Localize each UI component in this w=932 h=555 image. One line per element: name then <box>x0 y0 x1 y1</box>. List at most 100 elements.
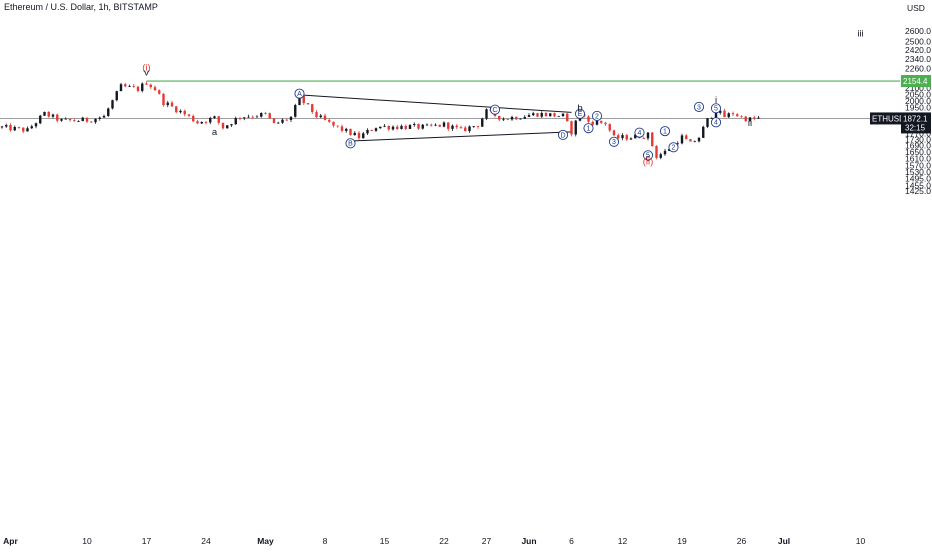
price-tick-label: 1495.0 <box>905 173 931 183</box>
candle-body <box>459 127 463 128</box>
wave-circle <box>634 127 645 138</box>
candle-body <box>757 117 760 119</box>
wave-circle-C: C <box>489 104 501 115</box>
date-tick-label: 6 <box>569 536 574 546</box>
wave-circle-1: 1 <box>583 123 594 134</box>
wave-circle <box>710 117 722 128</box>
candle-body <box>680 135 684 144</box>
candle-body <box>604 122 607 125</box>
candle-body <box>574 120 577 135</box>
candle-body <box>527 115 531 117</box>
candle-body <box>421 124 424 129</box>
candle-body <box>651 132 654 147</box>
candle-body <box>655 146 658 158</box>
wave-circle <box>294 88 305 99</box>
candle-body <box>268 113 271 119</box>
candle-body <box>162 93 165 106</box>
trendlines <box>299 94 572 142</box>
candle-body <box>230 124 233 126</box>
wave-circle <box>710 103 722 114</box>
last-price-badge <box>901 112 931 134</box>
time-axis: Apr 10 17 24 May 8 15 22 27 Jun 6 12 19 26 Jul 10 <box>3 536 865 546</box>
candle-body <box>102 115 106 118</box>
candle-body <box>697 137 701 142</box>
wave-circle <box>583 123 594 134</box>
candle-body <box>13 126 16 131</box>
candle-body <box>34 123 38 127</box>
candles <box>0 81 760 160</box>
candle-body <box>149 84 152 88</box>
level-badge <box>901 75 931 88</box>
candle-body <box>387 125 390 130</box>
candle-body <box>238 118 242 119</box>
date-tick-label: Jul <box>778 536 790 546</box>
candle-body <box>748 117 752 122</box>
candle-body <box>26 128 29 132</box>
candle-body <box>43 111 46 116</box>
candle-body <box>506 119 509 121</box>
candle-body <box>328 119 331 122</box>
wave-circle <box>574 108 586 119</box>
wave-circle <box>489 104 501 115</box>
price-tick-label: 2260.0 <box>905 63 931 73</box>
price-tick-label: 1425.0 <box>905 186 931 196</box>
candle-body <box>115 91 118 101</box>
wave-circle <box>642 150 654 161</box>
candle-body <box>77 121 80 122</box>
candle-body <box>68 118 72 121</box>
candle-body <box>217 116 220 123</box>
wave-label: c <box>646 153 651 164</box>
candle-body <box>166 102 169 106</box>
candle-body <box>383 125 386 127</box>
candle-body <box>396 126 399 129</box>
candle-body <box>413 124 416 126</box>
candle-body <box>544 112 548 117</box>
wave-circle-text: D <box>560 132 565 139</box>
price-tick-label: 1730.0 <box>905 134 931 144</box>
candle-body <box>464 127 467 132</box>
wave-label: i <box>715 95 717 106</box>
candle-body <box>668 149 671 151</box>
price-tick-label: 1690.0 <box>905 141 931 151</box>
candle-body <box>455 125 458 128</box>
candle-body <box>98 117 101 119</box>
wave-circle-text: C <box>492 107 497 114</box>
candle-body <box>192 115 195 122</box>
candle-body <box>727 113 730 118</box>
candle-body <box>17 126 21 128</box>
candle-body <box>502 119 505 121</box>
wave-circle-3: 3 <box>693 101 705 112</box>
candle-body <box>136 86 140 91</box>
candle-body <box>447 122 450 129</box>
candle-body <box>659 154 662 158</box>
candle-body <box>379 126 382 129</box>
date-tick-label: 24 <box>201 536 211 546</box>
candle-body <box>22 127 25 132</box>
candle-body <box>353 132 356 136</box>
candle-body <box>200 121 203 124</box>
candle-body <box>438 124 441 127</box>
candle-body <box>340 126 344 131</box>
date-tick-label: 19 <box>677 536 687 546</box>
candle-body <box>56 114 59 121</box>
candle-body <box>264 112 267 114</box>
candle-body <box>570 121 573 135</box>
candle-body <box>64 118 67 120</box>
candle-body <box>251 116 254 118</box>
candle-body <box>642 138 645 139</box>
candle-body <box>243 117 246 119</box>
wave-circle-4: 4 <box>634 127 645 138</box>
candle-body <box>400 125 403 129</box>
candle-body <box>693 141 696 143</box>
wave-circle-text: 2 <box>595 113 599 120</box>
wave-circle-A: A <box>294 88 305 99</box>
candle-body <box>634 134 637 139</box>
candle-body <box>204 121 208 123</box>
candle-body <box>145 83 148 85</box>
price-tick-label: 2420.0 <box>905 45 931 55</box>
candle-body <box>128 86 131 87</box>
date-tick-label: 15 <box>380 536 390 546</box>
